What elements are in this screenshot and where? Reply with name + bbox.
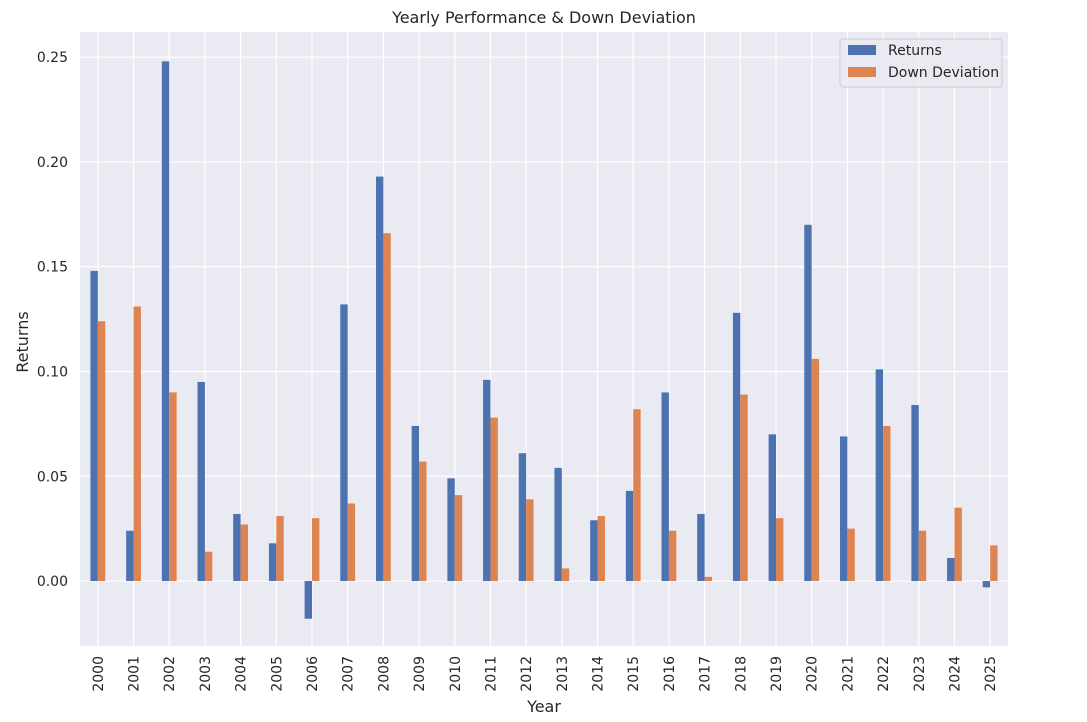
y-tick-label: 0.10: [37, 364, 68, 380]
x-tick-label: 2015: [626, 656, 642, 692]
plot-area: [80, 32, 1008, 646]
y-tick-label: 0.05: [37, 469, 68, 485]
x-tick-label: 2005: [269, 656, 285, 692]
x-tick-label: 2009: [412, 656, 428, 692]
bar-returns-2019: [768, 434, 776, 582]
bar-returns-2016: [661, 392, 669, 582]
bar-returns-2021: [839, 436, 848, 582]
y-tick-label: 0.00: [37, 574, 68, 590]
bar-returns-2023: [911, 405, 919, 582]
bar-returns-2003: [197, 381, 205, 582]
bar-returns-2008: [375, 176, 384, 582]
bar-returns-2011: [483, 379, 491, 582]
bar-down-deviation-2003: [204, 551, 213, 582]
bar-down-deviation-2010: [454, 495, 463, 582]
x-tick-label: 2000: [91, 656, 107, 692]
y-tick-label: 0.15: [37, 260, 68, 276]
bar-down-deviation-2013: [561, 568, 570, 582]
bar-returns-2013: [554, 467, 562, 582]
legend-label-returns: Returns: [888, 43, 942, 59]
x-tick-label: 2008: [376, 656, 392, 692]
y-tick-labels: 0.00 0.05 0.10 0.15 0.20 0.25: [37, 50, 68, 590]
x-tick-label: 2013: [555, 656, 571, 692]
bar-down-deviation-2016: [668, 530, 677, 582]
x-tick-label: 2014: [591, 656, 607, 692]
bar-returns-2017: [697, 513, 705, 582]
bar-down-deviation-2015: [633, 409, 641, 582]
bar-down-deviation-2014: [597, 516, 605, 582]
x-tick-label: 2006: [305, 656, 321, 692]
bar-returns-2022: [875, 369, 884, 582]
bar-down-deviation-2025: [990, 545, 998, 582]
bar-returns-2007: [340, 304, 348, 582]
y-tick-label: 0.20: [37, 155, 68, 171]
bar-returns-2014: [590, 520, 598, 582]
bar-down-deviation-2022: [883, 425, 891, 582]
x-tick-label: 2011: [483, 656, 499, 692]
bar-returns-2024: [947, 557, 955, 582]
bar-down-deviation-2000: [97, 321, 106, 582]
bar-down-deviation-2004: [240, 524, 249, 582]
y-axis-title: Returns: [13, 311, 32, 372]
x-tick-label: 2021: [840, 656, 856, 692]
bar-returns-2000: [90, 270, 98, 582]
bar-down-deviation-2008: [383, 233, 391, 582]
bar-down-deviation-2007: [347, 503, 356, 582]
bar-down-deviation-2021: [847, 528, 855, 582]
legend-label-down-deviation: Down Deviation: [888, 65, 999, 81]
bar-returns-2010: [447, 478, 455, 582]
bar-down-deviation-2001: [133, 306, 141, 582]
legend: Returns Down Deviation: [839, 38, 1003, 88]
bar-down-deviation-2011: [490, 417, 498, 582]
bar-returns-2012: [518, 453, 527, 582]
legend-box: [839, 38, 1003, 88]
y-tick-label: 0.25: [37, 50, 68, 66]
bar-returns-2001: [126, 530, 134, 582]
bar-returns-2015: [625, 490, 634, 582]
x-tick-label: 2016: [662, 656, 678, 692]
bar-down-deviation-2002: [169, 392, 177, 582]
bar-down-deviation-2019: [776, 518, 784, 582]
x-tick-labels: 2000 2001 2002 2003 2004 2005 2006 2007 2008 2009…: [91, 656, 999, 692]
bar-returns-2004: [233, 513, 241, 582]
bar-down-deviation-2005: [276, 516, 284, 582]
x-tick-label: 2010: [448, 656, 464, 692]
legend-swatch-returns: [848, 45, 876, 55]
x-tick-label: 2001: [127, 656, 143, 692]
bar-returns-2009: [411, 425, 420, 582]
x-tick-label: 2003: [198, 656, 214, 692]
bar-returns-2020: [804, 224, 812, 582]
x-tick-label: 2017: [698, 656, 714, 692]
bar-returns-2018: [732, 312, 741, 582]
bar-down-deviation-2006: [312, 518, 320, 582]
x-axis-title: Year: [526, 697, 561, 716]
x-tick-label: 2019: [769, 656, 785, 692]
bar-down-deviation-2020: [811, 358, 820, 582]
bars-layer: [90, 61, 998, 619]
x-tick-label: 2022: [876, 656, 892, 692]
x-tick-label: 2023: [912, 656, 928, 692]
x-tick-label: 2007: [341, 656, 357, 692]
x-tick-label: 2025: [983, 656, 999, 692]
bar-down-deviation-2012: [526, 499, 534, 582]
x-tick-label: 2004: [234, 656, 250, 692]
chart-title: Yearly Performance & Down Deviation: [391, 8, 696, 27]
x-tick-label: 2024: [947, 656, 963, 692]
bar-returns-2005: [268, 543, 277, 582]
bar-down-deviation-2017: [704, 576, 713, 582]
x-tick-label: 2020: [805, 656, 821, 692]
bar-returns-2006: [304, 581, 312, 619]
bar-down-deviation-2018: [740, 394, 748, 582]
bar-down-deviation-2009: [419, 461, 427, 582]
x-tick-label: 2012: [519, 656, 535, 692]
bar-down-deviation-2024: [954, 507, 962, 582]
bar-returns-2025: [982, 581, 991, 588]
x-tick-label: 2002: [162, 656, 178, 692]
bar-down-deviation-2023: [918, 530, 927, 582]
legend-swatch-down-deviation: [848, 67, 876, 77]
x-tick-label: 2018: [733, 656, 749, 692]
bar-returns-2002: [161, 61, 170, 582]
